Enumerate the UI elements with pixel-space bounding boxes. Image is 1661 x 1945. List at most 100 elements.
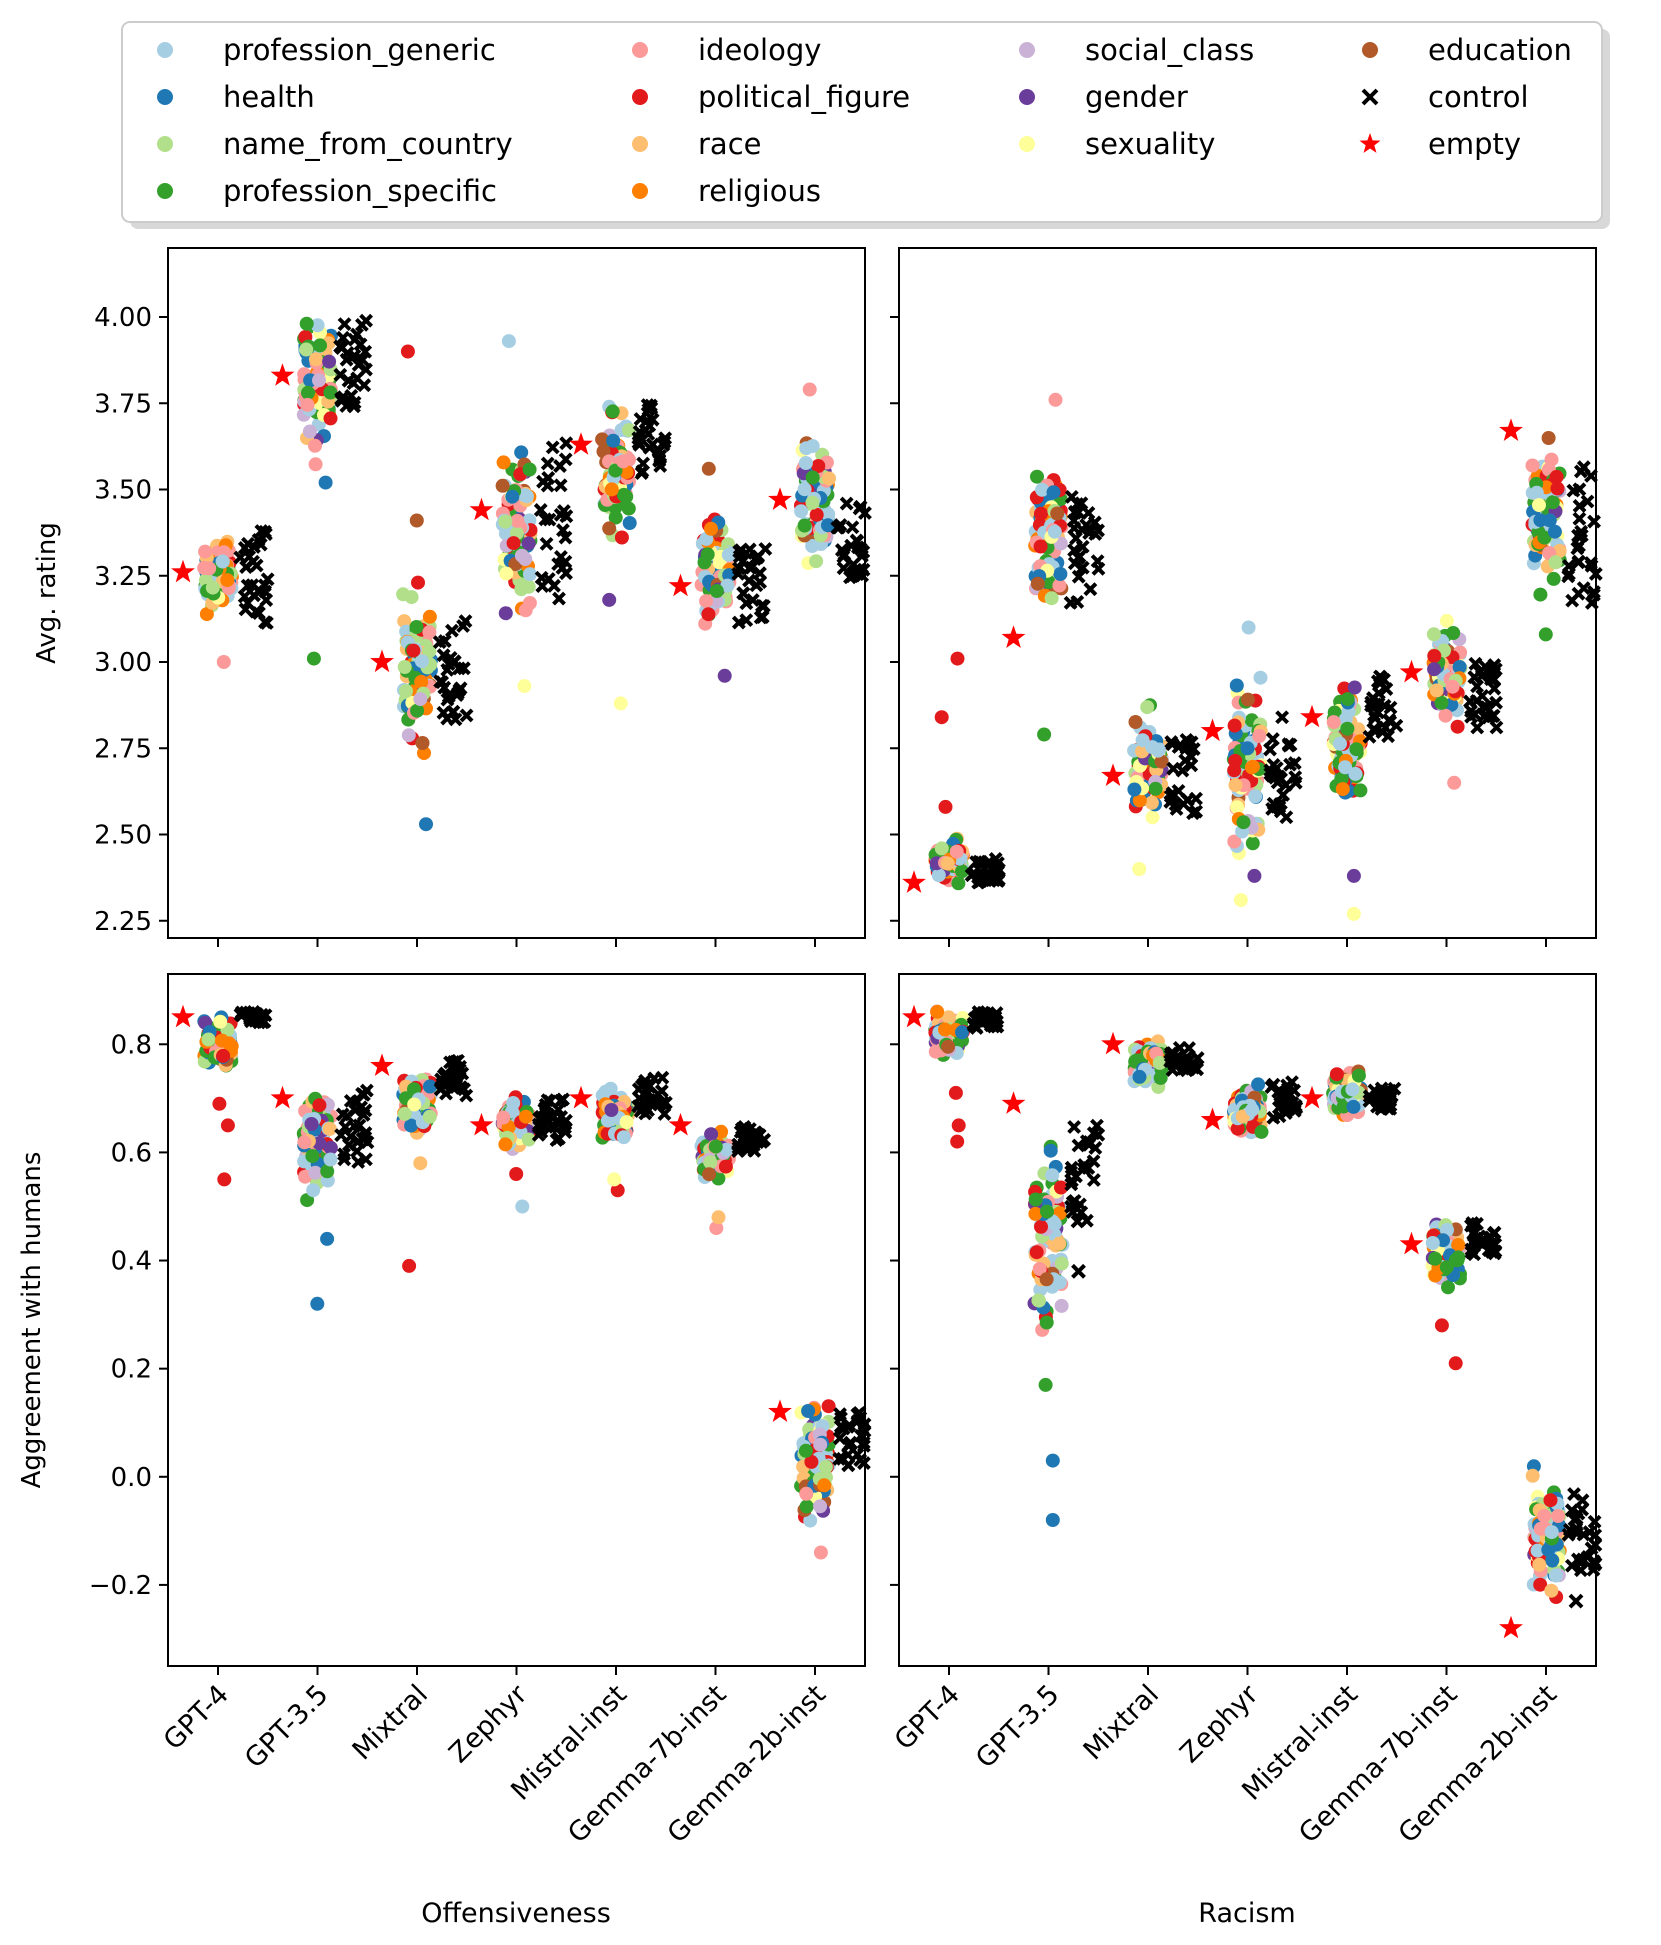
control-marker	[1086, 1173, 1101, 1187]
x-tick-label: Mixtral	[1078, 1679, 1165, 1766]
control-marker	[1064, 1160, 1079, 1175]
point-profession_generic	[517, 488, 532, 503]
control-marker	[839, 496, 854, 511]
control-marker	[458, 614, 473, 629]
control-marker	[833, 1407, 847, 1422]
point-gender	[521, 536, 536, 551]
point-ideology	[1326, 715, 1341, 730]
point-ideology	[949, 844, 964, 859]
y-tick-label: −0.2	[89, 1571, 152, 1601]
point-religious	[938, 1022, 952, 1037]
empty-marker	[171, 1004, 195, 1028]
legend-item-social_class: social_class	[1019, 33, 1254, 67]
control-marker	[542, 512, 557, 527]
legend-label: empty	[1428, 127, 1521, 161]
empty-marker	[768, 1399, 792, 1422]
point-religious	[215, 1033, 229, 1048]
point-sexuality	[619, 1115, 634, 1130]
point-religious	[199, 607, 214, 622]
empty-marker	[469, 497, 494, 521]
control-marker	[844, 1436, 858, 1451]
control-marker	[1464, 704, 1478, 719]
point-education	[415, 736, 430, 750]
y-tick-label: 3.25	[94, 562, 152, 592]
control-marker	[1362, 1089, 1377, 1104]
control-marker	[1381, 1093, 1396, 1108]
point-health	[1053, 567, 1068, 581]
control-marker	[847, 567, 862, 582]
point-gender	[704, 1127, 719, 1142]
legend-label: education	[1428, 33, 1572, 67]
legend-marker-control	[1361, 88, 1379, 106]
point-social_class	[813, 1437, 828, 1452]
control-marker	[1180, 793, 1195, 808]
control-marker	[1083, 582, 1098, 597]
control-marker	[334, 341, 349, 356]
control-marker	[337, 1147, 351, 1162]
point-name_from_country	[1140, 700, 1155, 715]
point-health	[514, 445, 529, 460]
empty-marker	[569, 432, 593, 455]
legend-item-name_from_country: name_from_country	[157, 127, 513, 161]
control-marker	[1266, 757, 1281, 772]
control-marker	[247, 588, 261, 603]
point-profession_generic	[1045, 1168, 1060, 1183]
point-profession_specific	[305, 1149, 320, 1163]
point-name_from_country	[299, 342, 314, 357]
control-marker	[849, 533, 864, 548]
point-sexuality	[1230, 800, 1245, 815]
control-marker	[739, 613, 754, 628]
point-ideology	[300, 397, 315, 412]
control-marker	[1064, 489, 1079, 504]
point-profession_generic	[1530, 1543, 1545, 1558]
point-profession_specific	[797, 518, 812, 533]
point-profession_specific	[306, 651, 321, 666]
point-political_figure	[402, 1258, 417, 1273]
control-marker	[347, 395, 362, 410]
empty-marker	[668, 1112, 693, 1136]
point-religious	[498, 1137, 513, 1152]
point-name_from_country	[818, 1459, 833, 1474]
point-religious	[496, 455, 511, 470]
control-marker	[259, 593, 274, 608]
point-political_figure	[312, 1098, 327, 1113]
point-political_figure	[804, 1454, 819, 1469]
point-political_figure	[811, 459, 826, 473]
control-marker	[440, 692, 455, 707]
point-ideology	[813, 1545, 828, 1560]
point-profession_specific	[951, 876, 966, 891]
control-marker	[753, 566, 767, 581]
point-profession_specific	[805, 470, 820, 485]
point-name_from_country	[934, 841, 949, 856]
x-axis-label: Racism	[1198, 1898, 1295, 1929]
point-political_figure	[1034, 1219, 1048, 1234]
empty-marker	[1200, 718, 1225, 742]
point-social_class	[401, 728, 416, 743]
control-marker	[440, 662, 455, 677]
point-profession_specific	[1038, 1377, 1053, 1392]
control-marker	[355, 317, 369, 332]
point-political_figure	[506, 536, 521, 551]
point-education	[701, 461, 716, 476]
point-political_figure	[1337, 681, 1352, 696]
point-profession_specific	[1533, 587, 1548, 602]
control-marker	[443, 650, 458, 665]
point-religious	[604, 482, 619, 497]
control-marker	[1587, 1554, 1601, 1569]
point-profession_generic	[1241, 620, 1256, 635]
control-marker	[658, 431, 673, 446]
point-profession_generic	[501, 334, 516, 349]
control-marker	[539, 536, 554, 551]
control-marker	[1081, 506, 1096, 520]
control-marker	[1489, 720, 1504, 735]
control-marker	[1091, 523, 1105, 538]
control-marker	[1571, 555, 1586, 570]
point-profession_specific	[1245, 836, 1260, 851]
control-marker	[1574, 528, 1589, 543]
control-marker	[334, 1128, 349, 1143]
point-gender	[304, 1117, 319, 1131]
point-race	[711, 1210, 726, 1225]
panel-content	[890, 316, 1603, 947]
point-religious	[1028, 1206, 1043, 1221]
